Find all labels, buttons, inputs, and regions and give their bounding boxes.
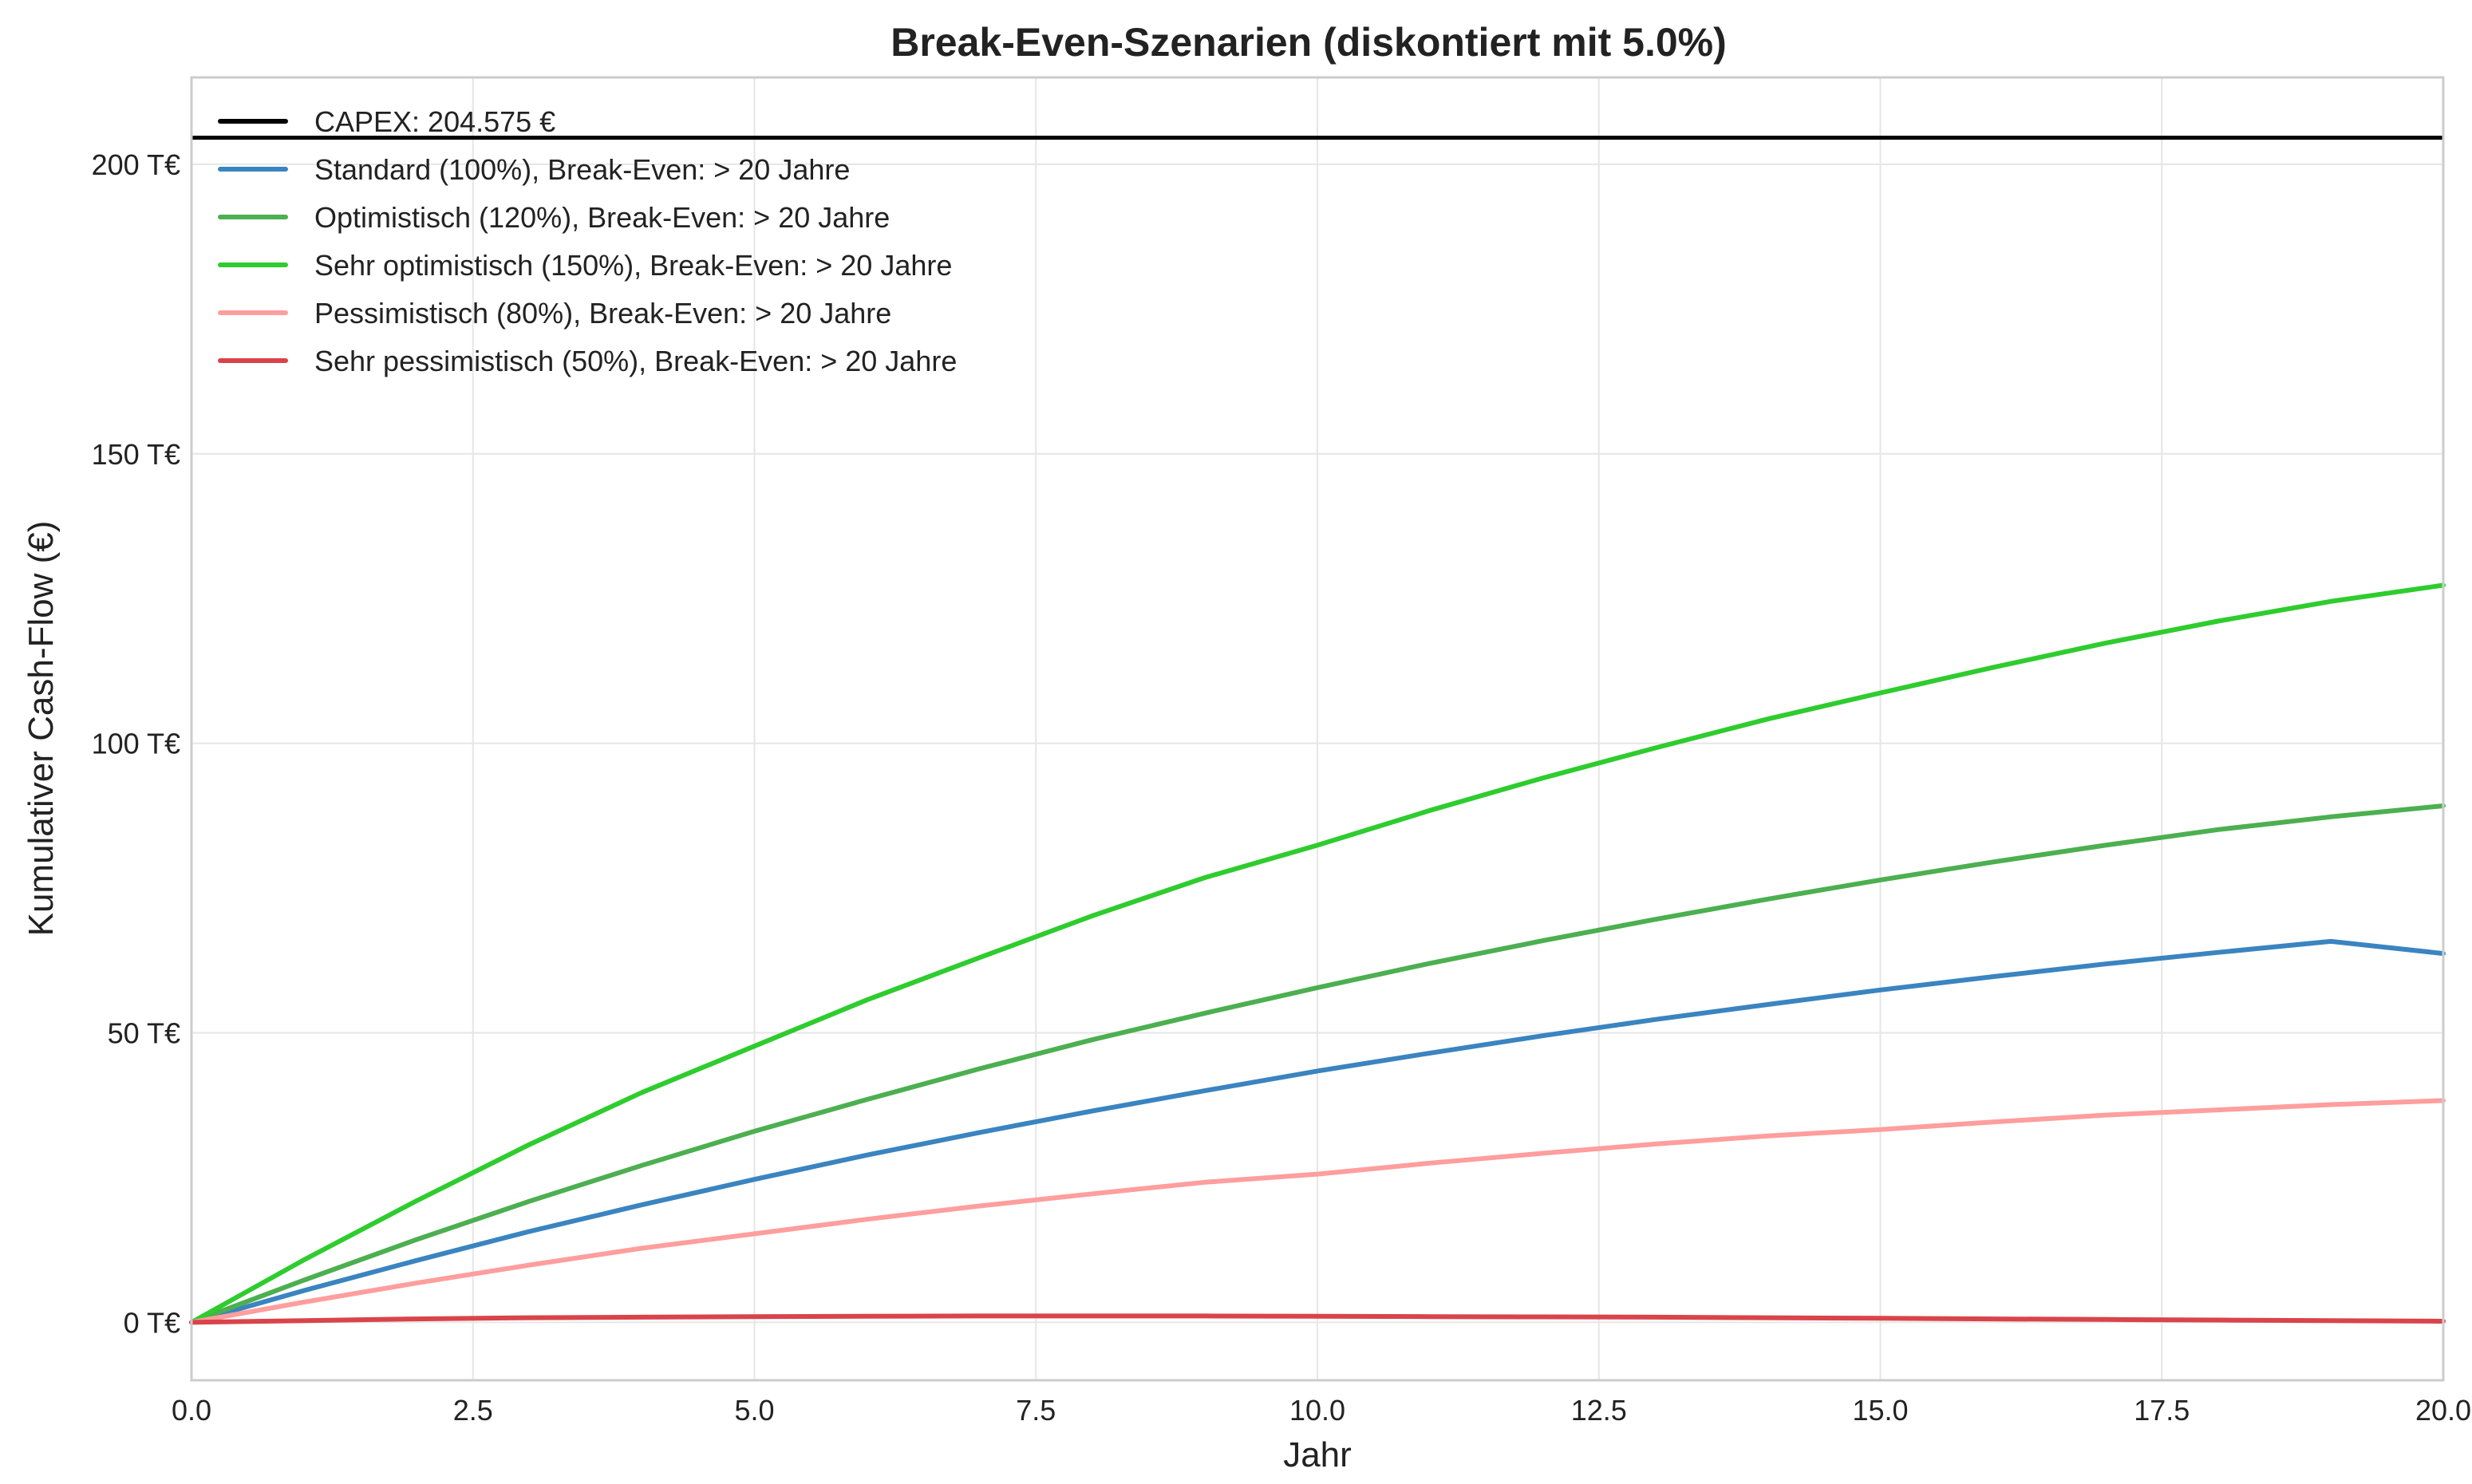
x-ticks: 0.0 2.5 5.0 7.5 10.0 12.5 15.0 17.5 20.0: [172, 1394, 2471, 1427]
x-tick-label: 5.0: [734, 1394, 774, 1427]
series-line-0: [189, 938, 2446, 1325]
y-tick-label: 0 T€: [124, 1306, 180, 1339]
x-tick-label: 20.0: [2415, 1394, 2471, 1427]
x-tick-label: 7.5: [1016, 1394, 1056, 1427]
series-line-1: [189, 803, 2446, 1325]
y-tick-label: 50 T€: [108, 1017, 180, 1050]
series-lines: [189, 582, 2446, 1325]
x-axis-label: Jahr: [1283, 1435, 1352, 1474]
y-axis-label: Kumulativer Cash-Flow (€): [22, 521, 61, 937]
series-line-3: [189, 1098, 2446, 1325]
x-tick-label: 2.5: [453, 1394, 493, 1427]
y-tick-label: 150 T€: [92, 438, 180, 471]
legend-label-4: Pessimistisch (80%), Break-Even: > 20 Ja…: [314, 297, 891, 330]
legend-label-5: Sehr pessimistisch (50%), Break-Even: > …: [314, 345, 957, 377]
legend-label-3: Sehr optimistisch (150%), Break-Even: > …: [314, 249, 952, 282]
legend: CAPEX: 204.575 € Standard (100%), Break-E…: [218, 105, 957, 377]
y-ticks: 0 T€ 50 T€ 100 T€ 150 T€ 200 T€: [92, 148, 180, 1340]
legend-label-1: Standard (100%), Break-Even: > 20 Jahre: [314, 153, 850, 186]
x-tick-label: 12.5: [1571, 1394, 1627, 1427]
series-line-4: [189, 1313, 2446, 1325]
x-tick-label: 17.5: [2134, 1394, 2190, 1427]
x-tick-label: 10.0: [1289, 1394, 1345, 1427]
chart-title: Break-Even-Szenarien (diskontiert mit 5.…: [890, 20, 1727, 65]
legend-label-2: Optimistisch (120%), Break-Even: > 20 Ja…: [314, 201, 890, 234]
legend-label-0: CAPEX: 204.575 €: [314, 105, 555, 138]
y-tick-label: 200 T€: [92, 148, 180, 181]
y-tick-label: 100 T€: [92, 728, 180, 760]
x-tick-label: 15.0: [1852, 1394, 1908, 1427]
plot-frame: [190, 76, 2445, 1382]
x-tick-label: 0.0: [172, 1394, 211, 1427]
series-line-2: [189, 582, 2446, 1325]
